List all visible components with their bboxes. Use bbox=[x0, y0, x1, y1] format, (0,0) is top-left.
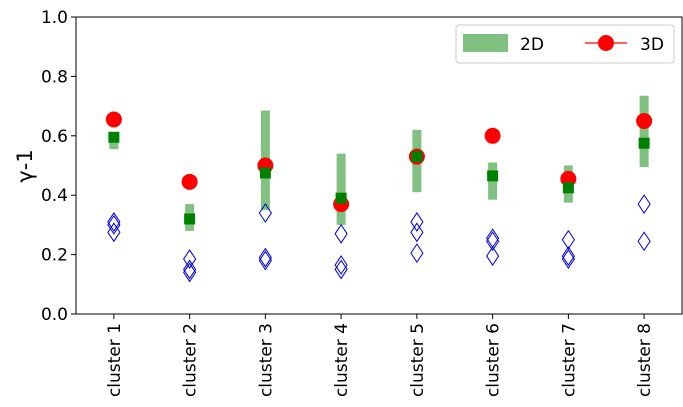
2d-point bbox=[259, 167, 271, 179]
legend-3d-label: 3D bbox=[640, 35, 664, 55]
individual-point bbox=[107, 222, 121, 243]
y-tick-label: 0.8 bbox=[41, 67, 68, 87]
3d-point bbox=[484, 127, 501, 144]
individual-point bbox=[637, 231, 651, 252]
y-tick-label: 0.0 bbox=[41, 305, 68, 325]
individual-point bbox=[183, 259, 197, 280]
individual-point bbox=[334, 259, 348, 280]
y-tick-label: 0.4 bbox=[41, 186, 68, 206]
legend-3d-marker bbox=[598, 35, 614, 51]
individual-point bbox=[258, 203, 272, 223]
individual-point bbox=[410, 222, 424, 243]
3d-point bbox=[105, 111, 122, 128]
individual-point bbox=[107, 214, 121, 235]
3d-point bbox=[636, 112, 653, 129]
x-tick-label: cluster 1 bbox=[105, 323, 125, 397]
y-axis-title: γ-1 bbox=[13, 149, 37, 182]
legend: 2D 3D bbox=[455, 24, 675, 64]
legend-2d-swatch bbox=[463, 34, 508, 52]
individual-point bbox=[334, 223, 348, 244]
x-tick-label: cluster 5 bbox=[408, 323, 428, 397]
2d-point bbox=[562, 182, 574, 194]
2d-range-bar bbox=[336, 153, 346, 225]
y-tick-label: 0.2 bbox=[41, 246, 68, 266]
3d-point bbox=[181, 173, 198, 190]
y-tick-label: 0.6 bbox=[41, 127, 68, 147]
individual-point bbox=[410, 212, 424, 232]
individual-point bbox=[334, 255, 348, 275]
individual-point bbox=[561, 246, 575, 266]
2d-point bbox=[411, 151, 423, 163]
individual-point bbox=[486, 231, 500, 252]
plot-area bbox=[105, 95, 653, 283]
2d-point bbox=[487, 170, 499, 182]
individual-point bbox=[258, 247, 272, 268]
2d-point bbox=[184, 213, 196, 225]
individual-point bbox=[561, 249, 575, 269]
x-tick-label: cluster 3 bbox=[256, 323, 276, 397]
x-tick-label: cluster 2 bbox=[181, 323, 201, 397]
2d-point bbox=[335, 192, 347, 204]
individual-point bbox=[561, 229, 575, 250]
individual-point bbox=[183, 249, 197, 269]
axes: 0.0 0.2 0.4 0.6 0.8 1.0 cluster 1 cluster 2 clus… bbox=[41, 8, 683, 397]
2d-point bbox=[638, 137, 650, 149]
individual-point bbox=[637, 194, 651, 215]
individual-point bbox=[258, 250, 272, 271]
individual-point bbox=[107, 212, 121, 232]
x-tick-label: cluster 8 bbox=[635, 323, 655, 397]
individual-point bbox=[486, 228, 500, 249]
2d-range-bar bbox=[639, 95, 649, 167]
individual-point bbox=[486, 246, 500, 266]
individual-point bbox=[410, 243, 424, 264]
legend-box bbox=[455, 24, 675, 64]
axes-frame bbox=[75, 16, 683, 315]
legend-2d-label: 2D bbox=[520, 35, 544, 55]
x-tick-label: cluster 4 bbox=[332, 323, 352, 397]
2d-point bbox=[108, 131, 120, 143]
x-tick-label: cluster 7 bbox=[559, 323, 579, 397]
y-tick-label: 1.0 bbox=[41, 8, 68, 28]
individual-point bbox=[183, 262, 197, 283]
x-tick-label: cluster 6 bbox=[484, 323, 504, 397]
